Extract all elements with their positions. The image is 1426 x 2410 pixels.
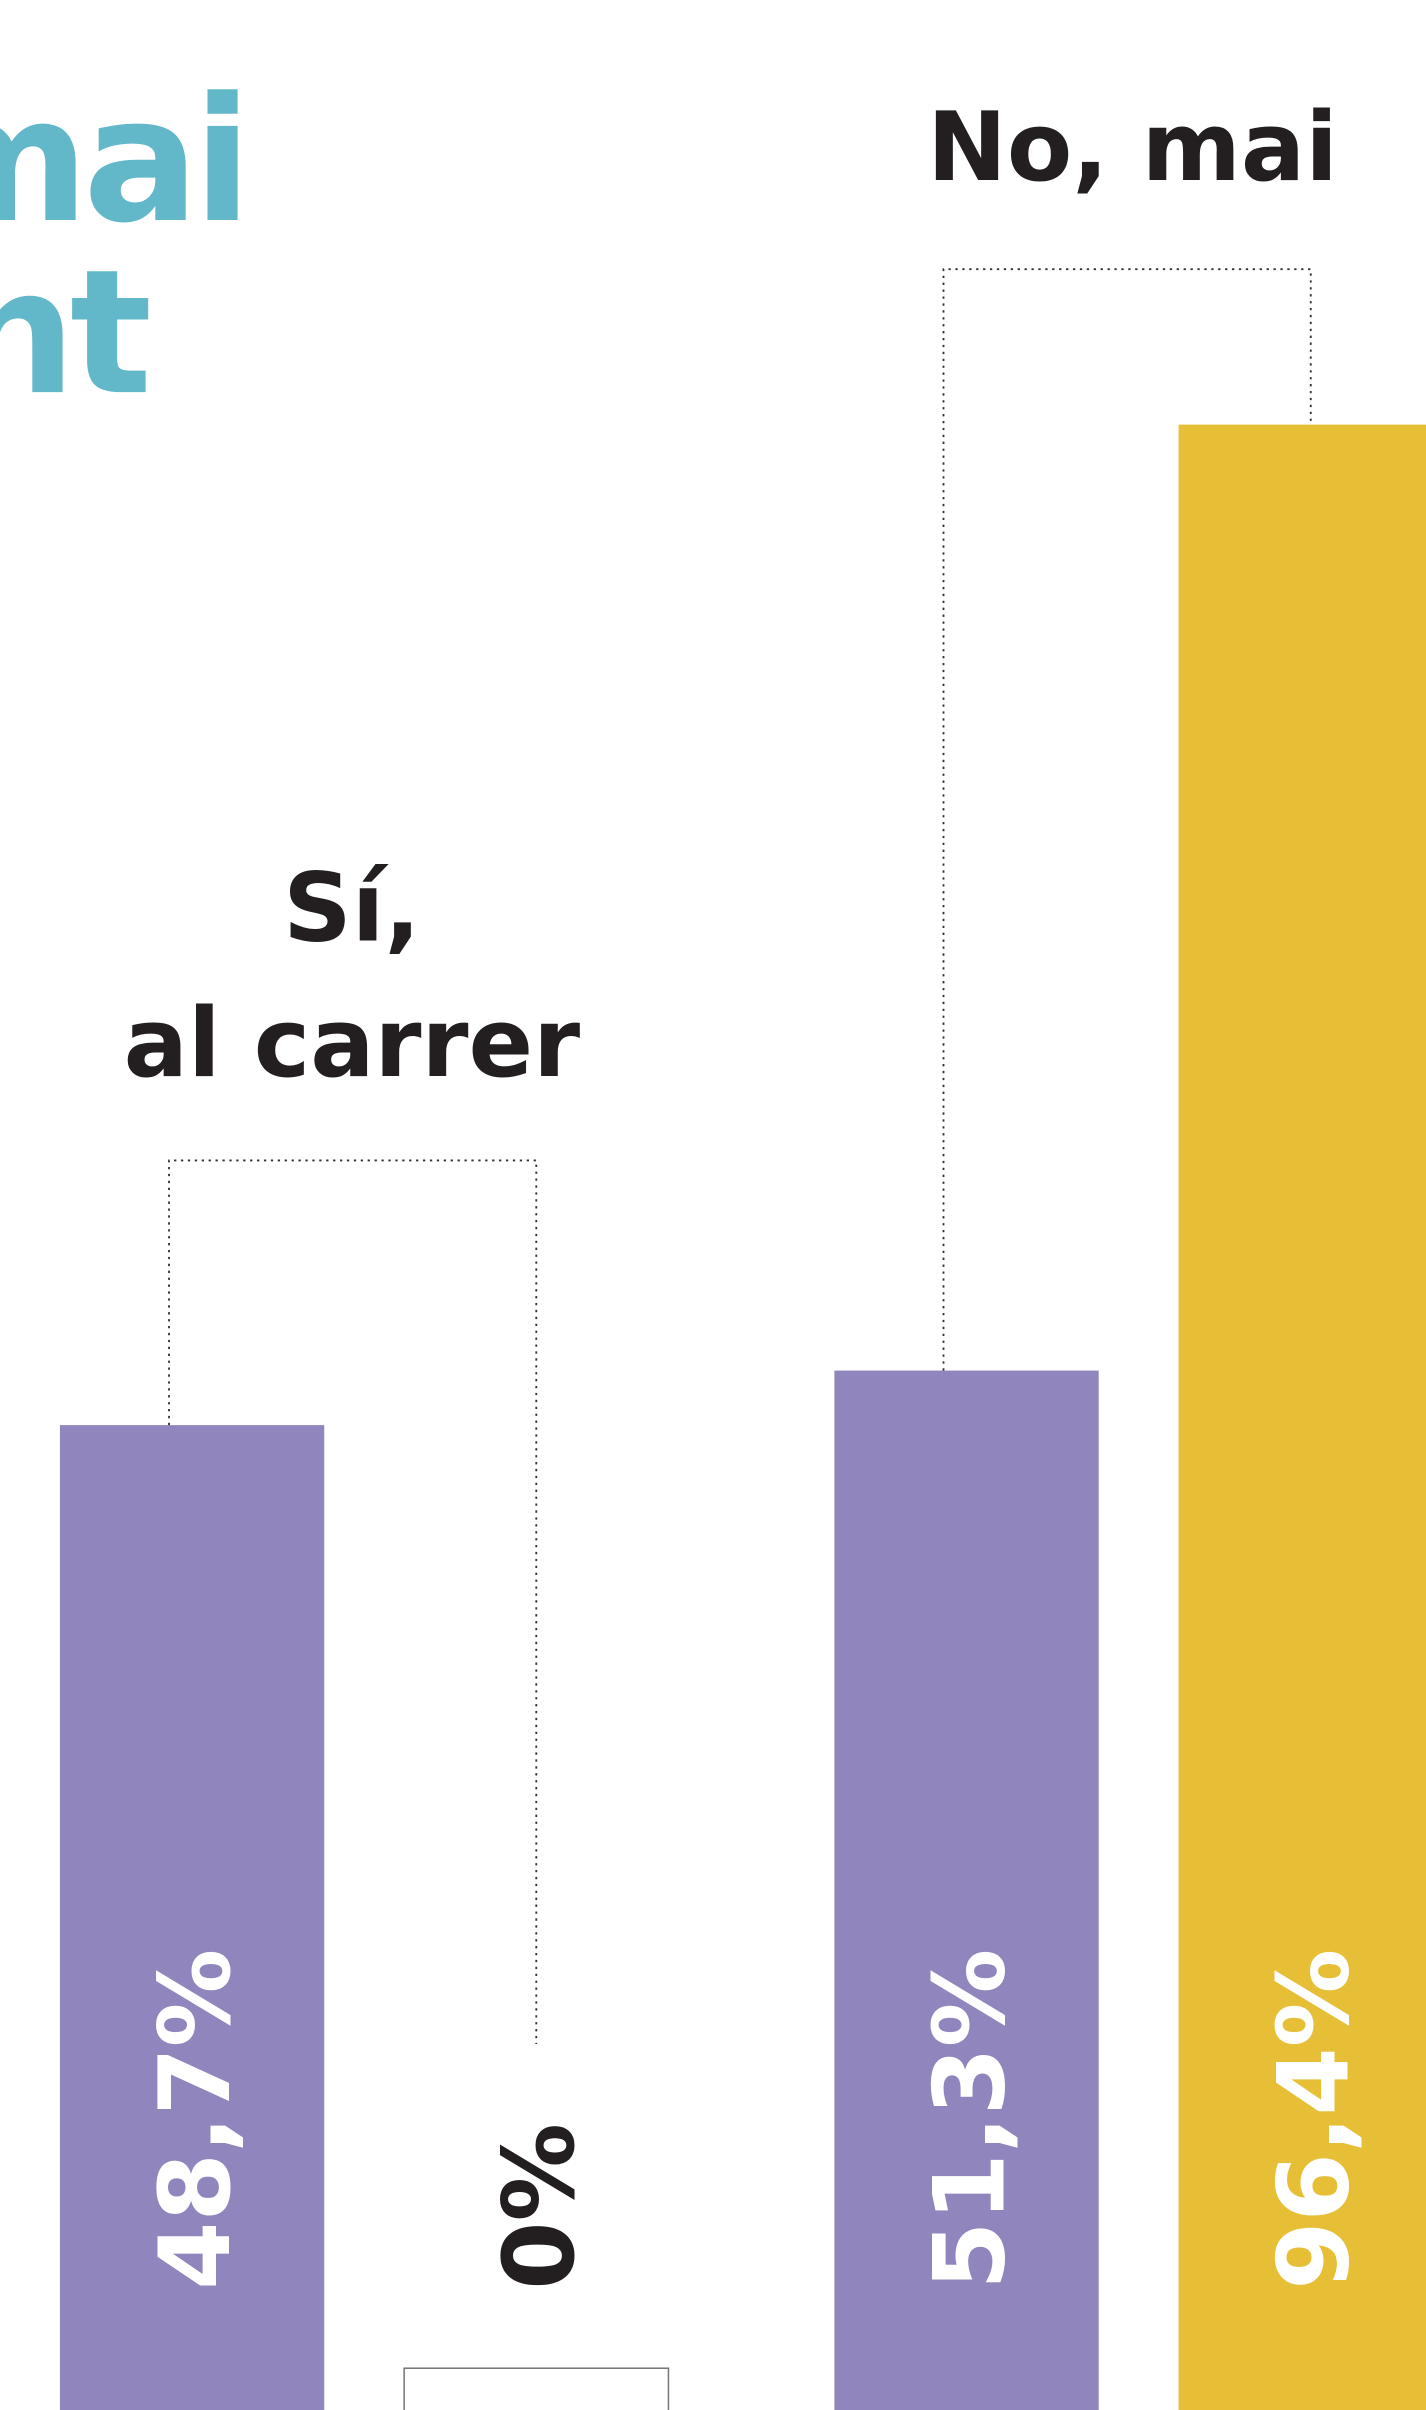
category-label: No, mai bbox=[927, 93, 1338, 203]
bracket bbox=[168, 1159, 538, 2045]
category-label: Sí, bbox=[283, 854, 420, 964]
value-label: 96,4% bbox=[1258, 1949, 1372, 2290]
value-label: 0% bbox=[483, 2123, 597, 2290]
title-fragment: nt bbox=[0, 232, 149, 433]
category-label: al carrer bbox=[124, 989, 580, 1099]
bar bbox=[1178, 424, 1426, 2410]
bar bbox=[59, 1425, 325, 2410]
value-label: 48,7% bbox=[139, 1949, 253, 2290]
title-fragment: mai bbox=[0, 60, 246, 261]
bar bbox=[834, 1370, 1099, 2410]
value-label: 51,3% bbox=[913, 1949, 1027, 2290]
bar bbox=[403, 2367, 670, 2410]
